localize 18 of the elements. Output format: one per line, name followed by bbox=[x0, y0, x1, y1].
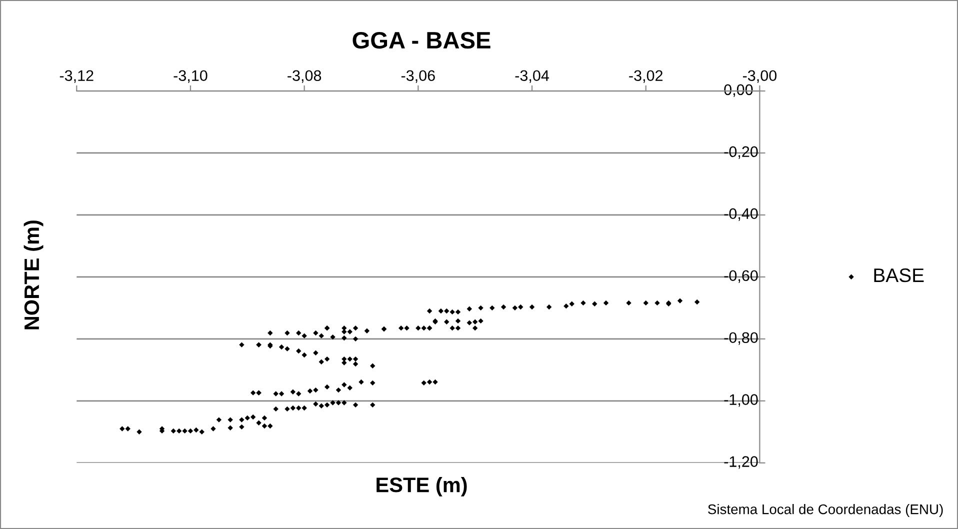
x-axis-title: ESTE (m) bbox=[376, 476, 467, 496]
x-tick-label: -3,00 bbox=[742, 70, 777, 83]
x-tick-label: -3,06 bbox=[401, 70, 435, 83]
y-axis-title: NORTE (m) bbox=[24, 220, 44, 330]
chart-title: GGA - BASE bbox=[352, 32, 490, 49]
x-tick-label: -3,10 bbox=[174, 70, 208, 83]
y-tick-label: -0,20 bbox=[724, 146, 758, 159]
x-tick-label: -3,04 bbox=[515, 70, 549, 83]
y-tick-label: -1,20 bbox=[724, 456, 758, 469]
y-tick-label: -0,60 bbox=[724, 270, 758, 283]
y-tick-label: -0,40 bbox=[724, 208, 758, 221]
x-tick-label: -3,02 bbox=[629, 70, 662, 83]
y-tick-label: -0,80 bbox=[724, 332, 758, 345]
x-tick-label: -3,08 bbox=[288, 70, 322, 83]
y-tick-label: -1,00 bbox=[724, 394, 758, 407]
legend-label: BASE bbox=[874, 268, 924, 282]
text: Sistema Local de Coordenadas (ENU) bbox=[708, 504, 943, 517]
x-tick-label: -3,12 bbox=[60, 70, 94, 83]
